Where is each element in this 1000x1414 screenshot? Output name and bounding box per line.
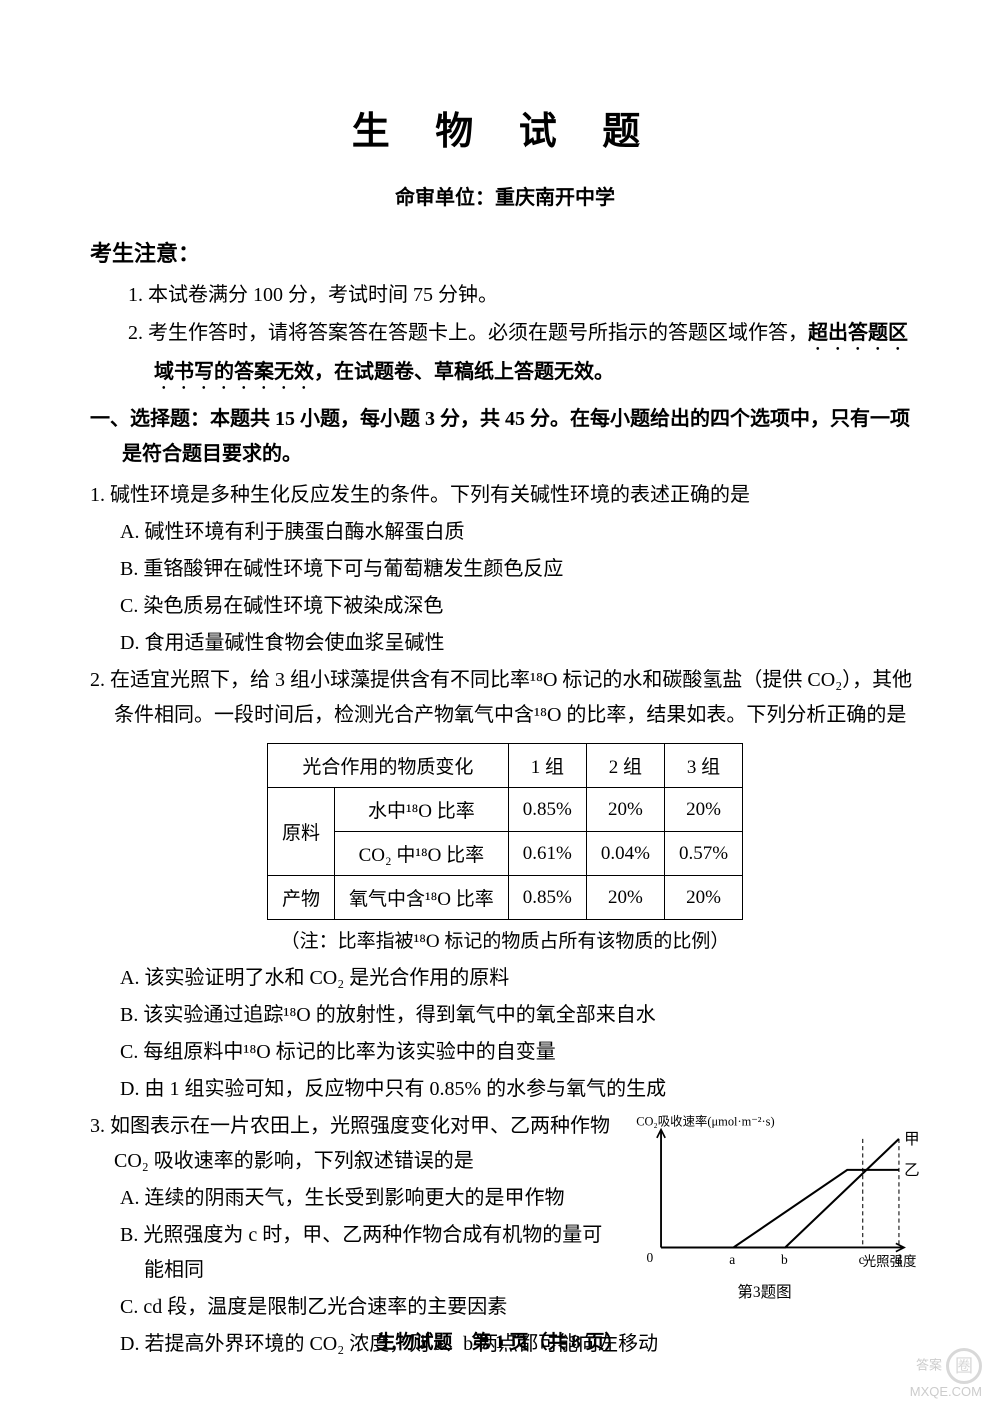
svg-text:a: a xyxy=(729,1252,735,1267)
page-subtitle: 命审单位：重庆南开中学 xyxy=(90,181,920,210)
th-g3: 3 组 xyxy=(664,744,742,788)
watermark-line1: 答案 xyxy=(916,1358,942,1373)
q1-option-c: C. 染色质易在碱性环境下被染成深色 xyxy=(90,589,920,624)
r1-g2: 20% xyxy=(586,788,664,832)
th-g1: 1 组 xyxy=(508,744,586,788)
prod-label: 产物 xyxy=(267,876,334,920)
page-footer: 生物试题 第 1 页（共 8 页） xyxy=(0,1327,1000,1354)
q3-stem: 3. 如图表示在一片农田上，光照强度变化对甲、乙两种作物 CO₂ 吸收速率的影响… xyxy=(90,1109,620,1179)
page-title: 生 物 试 题 xyxy=(90,100,920,155)
r1-g3: 20% xyxy=(664,788,742,832)
notice-item-2c: ，在试题卷、草稿纸上答题无效。 xyxy=(314,361,614,383)
r3-g3: 20% xyxy=(664,876,742,920)
notice-heading: 考生注意： xyxy=(90,236,920,268)
section-1-heading: 一、选择题：本题共 15 小题，每小题 3 分，共 45 分。在每小题给出的四个… xyxy=(90,402,920,472)
q2-table-note: （注：比率指被¹⁸O 标记的物质占所有该物质的比例） xyxy=(90,926,920,953)
svg-text:乙: 乙 xyxy=(904,1162,920,1179)
notice-item-1: 1. 本试卷满分 100 分，考试时间 75 分钟。 xyxy=(90,278,920,312)
table-row: 产物 氧气中含¹⁸O 比率 0.85% 20% 20% xyxy=(267,876,742,920)
svg-text:光照强度: 光照强度 xyxy=(863,1254,917,1269)
q1-option-a: A. 碱性环境有利于胰蛋白酶水解蛋白质 xyxy=(90,515,920,550)
r1-g1: 0.85% xyxy=(508,788,586,832)
q1-option-d: D. 食用适量碱性食物会使血浆呈碱性 xyxy=(90,626,920,661)
q3-chart-svg: CO₂吸收速率(μmol·m⁻²·s) 0 光照强度 乙甲 a b c d 第3题图 xyxy=(630,1113,930,1310)
table-row: 原料 水中¹⁸O 比率 0.85% 20% 20% xyxy=(267,788,742,832)
q3-block: 3. 如图表示在一片农田上，光照强度变化对甲、乙两种作物 CO₂ 吸收速率的影响… xyxy=(90,1109,920,1362)
watermark: 答案圈 MXQE.COM xyxy=(910,1348,982,1400)
table-row: CO₂ 中¹⁸O 比率 0.61% 0.04% 0.57% xyxy=(267,832,742,876)
q2-table: 光合作用的物质变化 1 组 2 组 3 组 原料 水中¹⁸O 比率 0.85% … xyxy=(267,743,743,920)
notice-item-2a: 2. 考生作答时，请将答案答在答题卡上。必须在题号所指示的答题区域作答， xyxy=(128,322,808,344)
r3-g1: 0.85% xyxy=(508,876,586,920)
q3-option-a: A. 连续的阴雨天气，生长受到影响更大的是甲作物 xyxy=(90,1181,620,1216)
q2-table-wrap: 光合作用的物质变化 1 组 2 组 3 组 原料 水中¹⁸O 比率 0.85% … xyxy=(90,743,920,920)
r3-g2: 20% xyxy=(586,876,664,920)
r1-label: 水中¹⁸O 比率 xyxy=(334,788,508,832)
th-change: 光合作用的物质变化 xyxy=(267,744,508,788)
raw-label: 原料 xyxy=(267,788,334,876)
watermark-line2: MXQE.COM xyxy=(910,1384,982,1399)
svg-text:0: 0 xyxy=(647,1250,654,1265)
table-row: 光合作用的物质变化 1 组 2 组 3 组 xyxy=(267,744,742,788)
q1-option-b: B. 重铬酸钾在碱性环境下可与葡萄糖发生颜色反应 xyxy=(90,552,920,587)
q2-stem: 2. 在适宜光照下，给 3 组小球藻提供含有不同比率¹⁸O 标记的水和碳酸氢盐（… xyxy=(90,663,920,733)
q2-option-d: D. 由 1 组实验可知，反应物中只有 0.85% 的水参与氧气的生成 xyxy=(90,1072,920,1107)
notice-item-2: 2. 考生作答时，请将答案答在答题卡上。必须在题号所指示的答题区域作答，超出答题… xyxy=(90,316,920,394)
q2-option-b: B. 该实验通过追踪¹⁸O 的放射性，得到氧气中的氧全部来自水 xyxy=(90,998,920,1033)
r3-label: 氧气中含¹⁸O 比率 xyxy=(334,876,508,920)
q2-option-c: C. 每组原料中¹⁸O 标记的比率为该实验中的自变量 xyxy=(90,1035,920,1070)
q1-stem: 1. 碱性环境是多种生化反应发生的条件。下列有关碱性环境的表述正确的是 xyxy=(90,478,920,513)
svg-text:CO₂吸收速率(μmol·m⁻²·s): CO₂吸收速率(μmol·m⁻²·s) xyxy=(636,1113,774,1128)
svg-text:第3题图: 第3题图 xyxy=(737,1283,791,1301)
r2-label: CO₂ 中¹⁸O 比率 xyxy=(334,832,508,876)
q3-option-b: B. 光照强度为 c 时，甲、乙两种作物合成有机物的量可能相同 xyxy=(90,1218,620,1288)
svg-text:c: c xyxy=(859,1252,865,1267)
q2-option-a: A. 该实验证明了水和 CO₂ 是光合作用的原料 xyxy=(90,961,920,996)
watermark-icon: 圈 xyxy=(946,1348,982,1384)
svg-text:d: d xyxy=(895,1252,902,1267)
svg-text:b: b xyxy=(781,1252,788,1267)
r2-g1: 0.61% xyxy=(508,832,586,876)
r2-g3: 0.57% xyxy=(664,832,742,876)
svg-text:甲: 甲 xyxy=(904,1131,920,1148)
r2-g2: 0.04% xyxy=(586,832,664,876)
th-g2: 2 组 xyxy=(586,744,664,788)
q3-chart: CO₂吸收速率(μmol·m⁻²·s) 0 光照强度 乙甲 a b c d 第3题图 xyxy=(630,1113,930,1315)
